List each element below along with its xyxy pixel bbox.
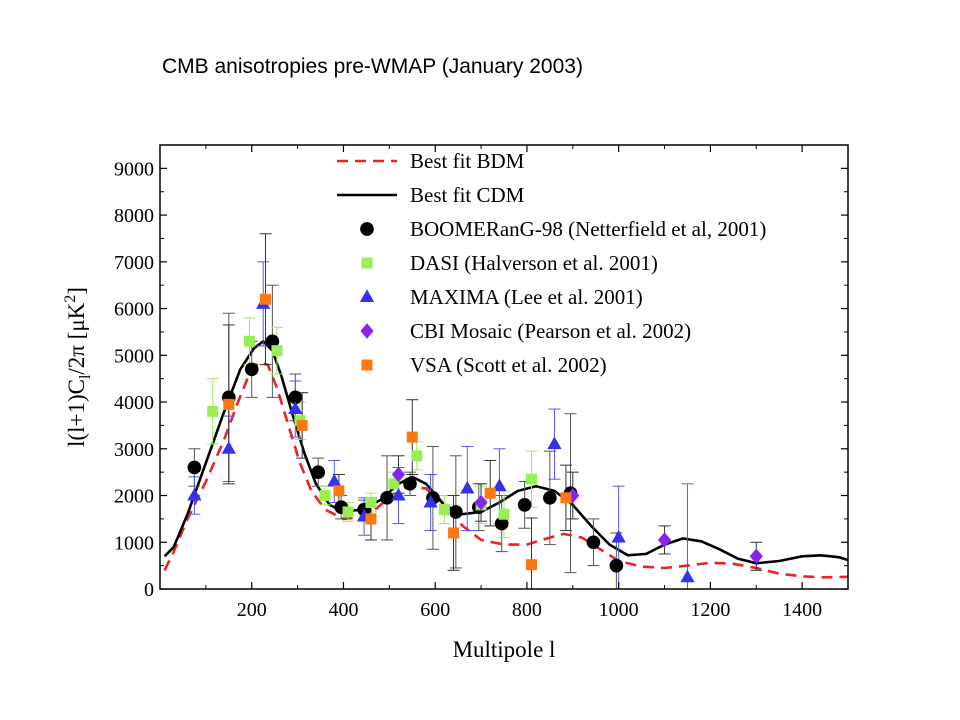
point-vsa [223, 398, 235, 410]
point-maxima [221, 441, 236, 454]
y-tick-label: 4000 [114, 392, 154, 414]
point-boomerang-98 [449, 505, 463, 519]
plot-frame [159, 144, 849, 590]
point-dasi [342, 506, 354, 518]
point-boomerang-98 [586, 535, 601, 550]
point-vsa [259, 293, 271, 305]
legend-marker [360, 222, 374, 236]
y-tick-label: 5000 [114, 345, 154, 367]
point-boomerang-98 [517, 498, 532, 512]
point-dasi [319, 490, 331, 502]
point-boomerang-98 [380, 491, 394, 505]
point-vsa [526, 559, 538, 571]
y-tick-label: 2000 [114, 486, 154, 508]
y-tick-label: 6000 [114, 299, 154, 321]
point-cbi [474, 494, 488, 511]
legend-marker [361, 257, 373, 269]
slide-title: CMB anisotropies pre-WMAP (January 2003) [162, 55, 583, 78]
x-tick-label: 600 [420, 599, 450, 621]
point-boomerang-98 [543, 491, 557, 505]
x-tick-label: 1200 [690, 599, 730, 621]
y-tick-label: 9000 [114, 158, 154, 180]
y-tick-label: 8000 [114, 205, 154, 227]
point-boomerang-98 [609, 558, 624, 573]
legend-marker [360, 323, 374, 339]
point-maxima [327, 473, 342, 487]
curve-best-fit-bdm [163, 360, 849, 579]
point-dasi [526, 473, 538, 485]
y-tick-label: 1000 [114, 532, 154, 554]
point-dasi [388, 478, 400, 490]
point-maxima [611, 529, 626, 543]
point-cbi [391, 466, 406, 483]
legend-label: DASI (Halverson et al. 2001) [410, 251, 658, 275]
point-boomerang-98 [494, 516, 509, 531]
point-cbi [657, 532, 672, 548]
point-dasi [365, 497, 377, 509]
x-tick-label: 800 [512, 599, 542, 621]
x-axis-label: Multipole l [453, 637, 556, 662]
point-dasi [411, 450, 423, 462]
point-maxima [460, 480, 475, 494]
point-vsa [484, 487, 496, 499]
point-maxima [391, 487, 406, 501]
legend-label: CBI Mosaic (Pearson et al. 2002) [410, 319, 691, 343]
point-dasi [498, 508, 510, 520]
y-tick-label: 0 [144, 579, 154, 601]
point-dasi [438, 504, 450, 516]
point-maxima [547, 436, 562, 450]
point-maxima [492, 478, 507, 492]
legend-label: BOOMERanG-98 (Netterfield et al, 2001) [410, 217, 766, 241]
point-boomerang-98 [244, 362, 259, 377]
point-cbi [749, 548, 763, 564]
point-dasi [207, 405, 219, 417]
point-vsa [333, 485, 345, 497]
point-boomerang-98 [265, 334, 280, 349]
y-tick-label: 3000 [114, 439, 154, 461]
y-tick-label: 7000 [114, 252, 154, 274]
point-vsa [365, 513, 377, 525]
x-tick-label: 200 [237, 599, 267, 621]
point-maxima [187, 487, 202, 501]
point-boomerang-98 [288, 390, 303, 405]
point-vsa [448, 527, 460, 539]
point-vsa [560, 492, 572, 504]
x-tick-label: 1400 [782, 599, 822, 621]
point-maxima [680, 569, 695, 583]
x-tick-label: 400 [328, 599, 358, 621]
point-boomerang-98 [403, 477, 417, 491]
legend: Best fit BDM Best fit CDM BOOMERanG-98 (Ne… [337, 149, 766, 377]
point-vsa [406, 431, 418, 443]
point-dasi [243, 335, 255, 347]
point-boomerang-98 [187, 460, 202, 475]
point-vsa [296, 419, 308, 431]
y-axis-label: l(l+1)Cl/2π [μK2] [62, 287, 94, 447]
legend-label: MAXIMA (Lee et al. 2001) [410, 285, 643, 309]
point-dasi [271, 345, 283, 357]
legend-marker [361, 359, 373, 371]
legend-marker [359, 289, 375, 302]
x-tick-label: 1000 [599, 599, 639, 621]
point-maxima [423, 494, 438, 508]
legend-label: Best fit CDM [410, 183, 525, 207]
point-maxima [288, 401, 303, 415]
legend-label: VSA (Scott et al. 2002) [410, 353, 607, 377]
legend-label: Best fit BDM [410, 149, 525, 173]
point-boomerang-98 [311, 465, 326, 479]
